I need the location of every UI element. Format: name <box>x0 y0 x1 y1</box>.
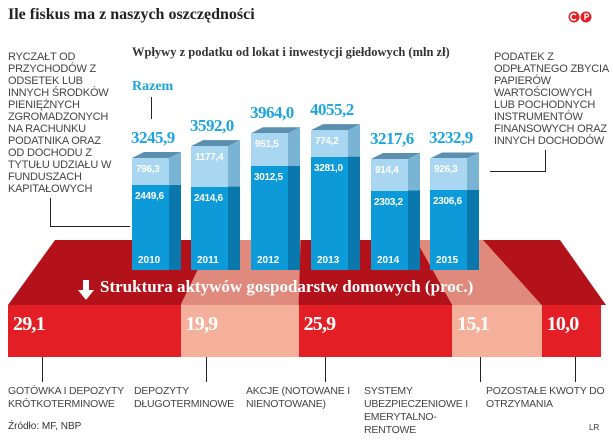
bar-upper-segment <box>251 133 288 167</box>
year-label: 2010 <box>138 255 161 266</box>
bar-side-lower <box>169 179 181 270</box>
value-label-lower: 3281,0 <box>314 162 343 174</box>
bar-side-lower <box>228 180 240 270</box>
total-label: 3592,0 <box>190 116 234 136</box>
leader-line <box>151 97 152 119</box>
bar-lower-segment <box>132 185 169 270</box>
leader-line <box>206 357 207 382</box>
total-label: 3964,0 <box>250 103 294 123</box>
value-label-upper: 951,5 <box>255 139 279 151</box>
structure-category: Depozyty długoterminowe <box>134 385 234 410</box>
legend-upper-series: Podatek z odpłatnego zbycia papierów war… <box>494 51 609 147</box>
value-label-upper: 1177,4 <box>195 152 224 164</box>
bar-upper-segment <box>371 158 408 191</box>
year-label: 2014 <box>377 255 400 266</box>
leader-line <box>490 171 546 172</box>
structure-segment <box>180 305 300 357</box>
structure-value: 10,0 <box>546 313 580 335</box>
total-label: 3245,9 <box>131 128 175 148</box>
leader-line <box>575 357 576 382</box>
structure-category: Pozostałe kwoty do otrzymania <box>486 385 605 410</box>
leader-line <box>42 357 43 382</box>
structure-segment <box>8 305 182 357</box>
year-label: 2013 <box>317 255 340 266</box>
bar-side-lower <box>348 150 360 270</box>
value-label-lower: 2306,6 <box>433 196 462 208</box>
chart-title: Wpływy z podatku od lokat i inwestycji g… <box>132 45 450 59</box>
structure-category: Akcje (notowane i nienotowane) <box>246 385 350 410</box>
bar-lower-segment <box>430 190 467 270</box>
bar-top <box>191 140 240 147</box>
bar-side-upper <box>288 127 300 167</box>
leader-line <box>50 198 51 226</box>
bar-side-lower <box>408 184 420 270</box>
value-label-lower: 2449,6 <box>135 191 164 203</box>
structure-category: Gotówka i depozyty krótkoterminowe <box>8 385 124 410</box>
logo-icon <box>568 11 592 23</box>
bar-lower-segment <box>191 186 228 270</box>
value-label-upper: 926,3 <box>434 164 458 176</box>
bar-lower-segment <box>251 166 288 270</box>
year-label: 2015 <box>436 255 459 266</box>
leader-line <box>50 226 130 227</box>
bar-side-upper <box>169 152 181 186</box>
totals-label: Razem <box>132 79 174 94</box>
value-label-upper: 774,2 <box>315 136 339 148</box>
structure-title: Struktura aktywów gospodarstw domowych (… <box>100 277 474 296</box>
bar-lower-segment <box>311 156 348 270</box>
structure-value: 25,9 <box>303 313 337 335</box>
author-initials: LR <box>589 423 600 432</box>
leader-line <box>325 357 326 382</box>
bar-top <box>251 127 300 134</box>
bar-side-upper <box>228 140 240 187</box>
bar-side-lower <box>467 184 479 270</box>
bar-side-upper <box>408 152 420 191</box>
bar-top <box>430 152 479 159</box>
structure-value: 29,1 <box>13 313 46 335</box>
page-title: Ile fiskus ma z naszych oszczędności <box>8 6 255 23</box>
arrow-down-icon <box>78 280 94 300</box>
value-label-lower: 3012,5 <box>254 172 283 184</box>
bar-top <box>371 152 420 159</box>
structure-segment <box>298 305 453 357</box>
total-label: 3232,9 <box>429 128 473 148</box>
value-label-lower: 2414,6 <box>194 192 223 204</box>
bar-upper-segment <box>311 130 348 157</box>
leader-line <box>545 150 546 171</box>
source-note: Źródło: MF, NBP <box>8 421 82 432</box>
structure-value: 15,1 <box>457 313 490 335</box>
leader-line <box>480 357 481 382</box>
value-label-lower: 2303,2 <box>374 196 403 208</box>
bar-upper-segment <box>132 158 169 186</box>
total-label: 3217,6 <box>370 128 414 148</box>
structure-segment <box>541 305 602 357</box>
bar-top <box>311 124 360 131</box>
bar-upper-segment <box>430 158 467 191</box>
bar-top <box>132 152 181 159</box>
bar-side-lower <box>288 160 300 270</box>
bar-side-upper <box>467 152 479 191</box>
structure-segment <box>452 305 543 357</box>
total-label: 4055,2 <box>310 100 354 120</box>
legend-lower-series: Ryczałt od przychodów z odsetek lub inny… <box>8 51 112 195</box>
bar-side-upper <box>348 124 360 157</box>
year-label: 2011 <box>197 255 219 266</box>
structure-value: 19,9 <box>185 313 219 335</box>
year-label: 2012 <box>257 255 280 266</box>
value-label-upper: 914,4 <box>375 164 399 176</box>
value-label-upper: 796,3 <box>136 164 160 176</box>
bar-lower-segment <box>371 190 408 270</box>
structure-category: Systemy ubezpieczeniowe i emerytalno-ren… <box>364 385 468 436</box>
bar-upper-segment <box>191 146 228 187</box>
